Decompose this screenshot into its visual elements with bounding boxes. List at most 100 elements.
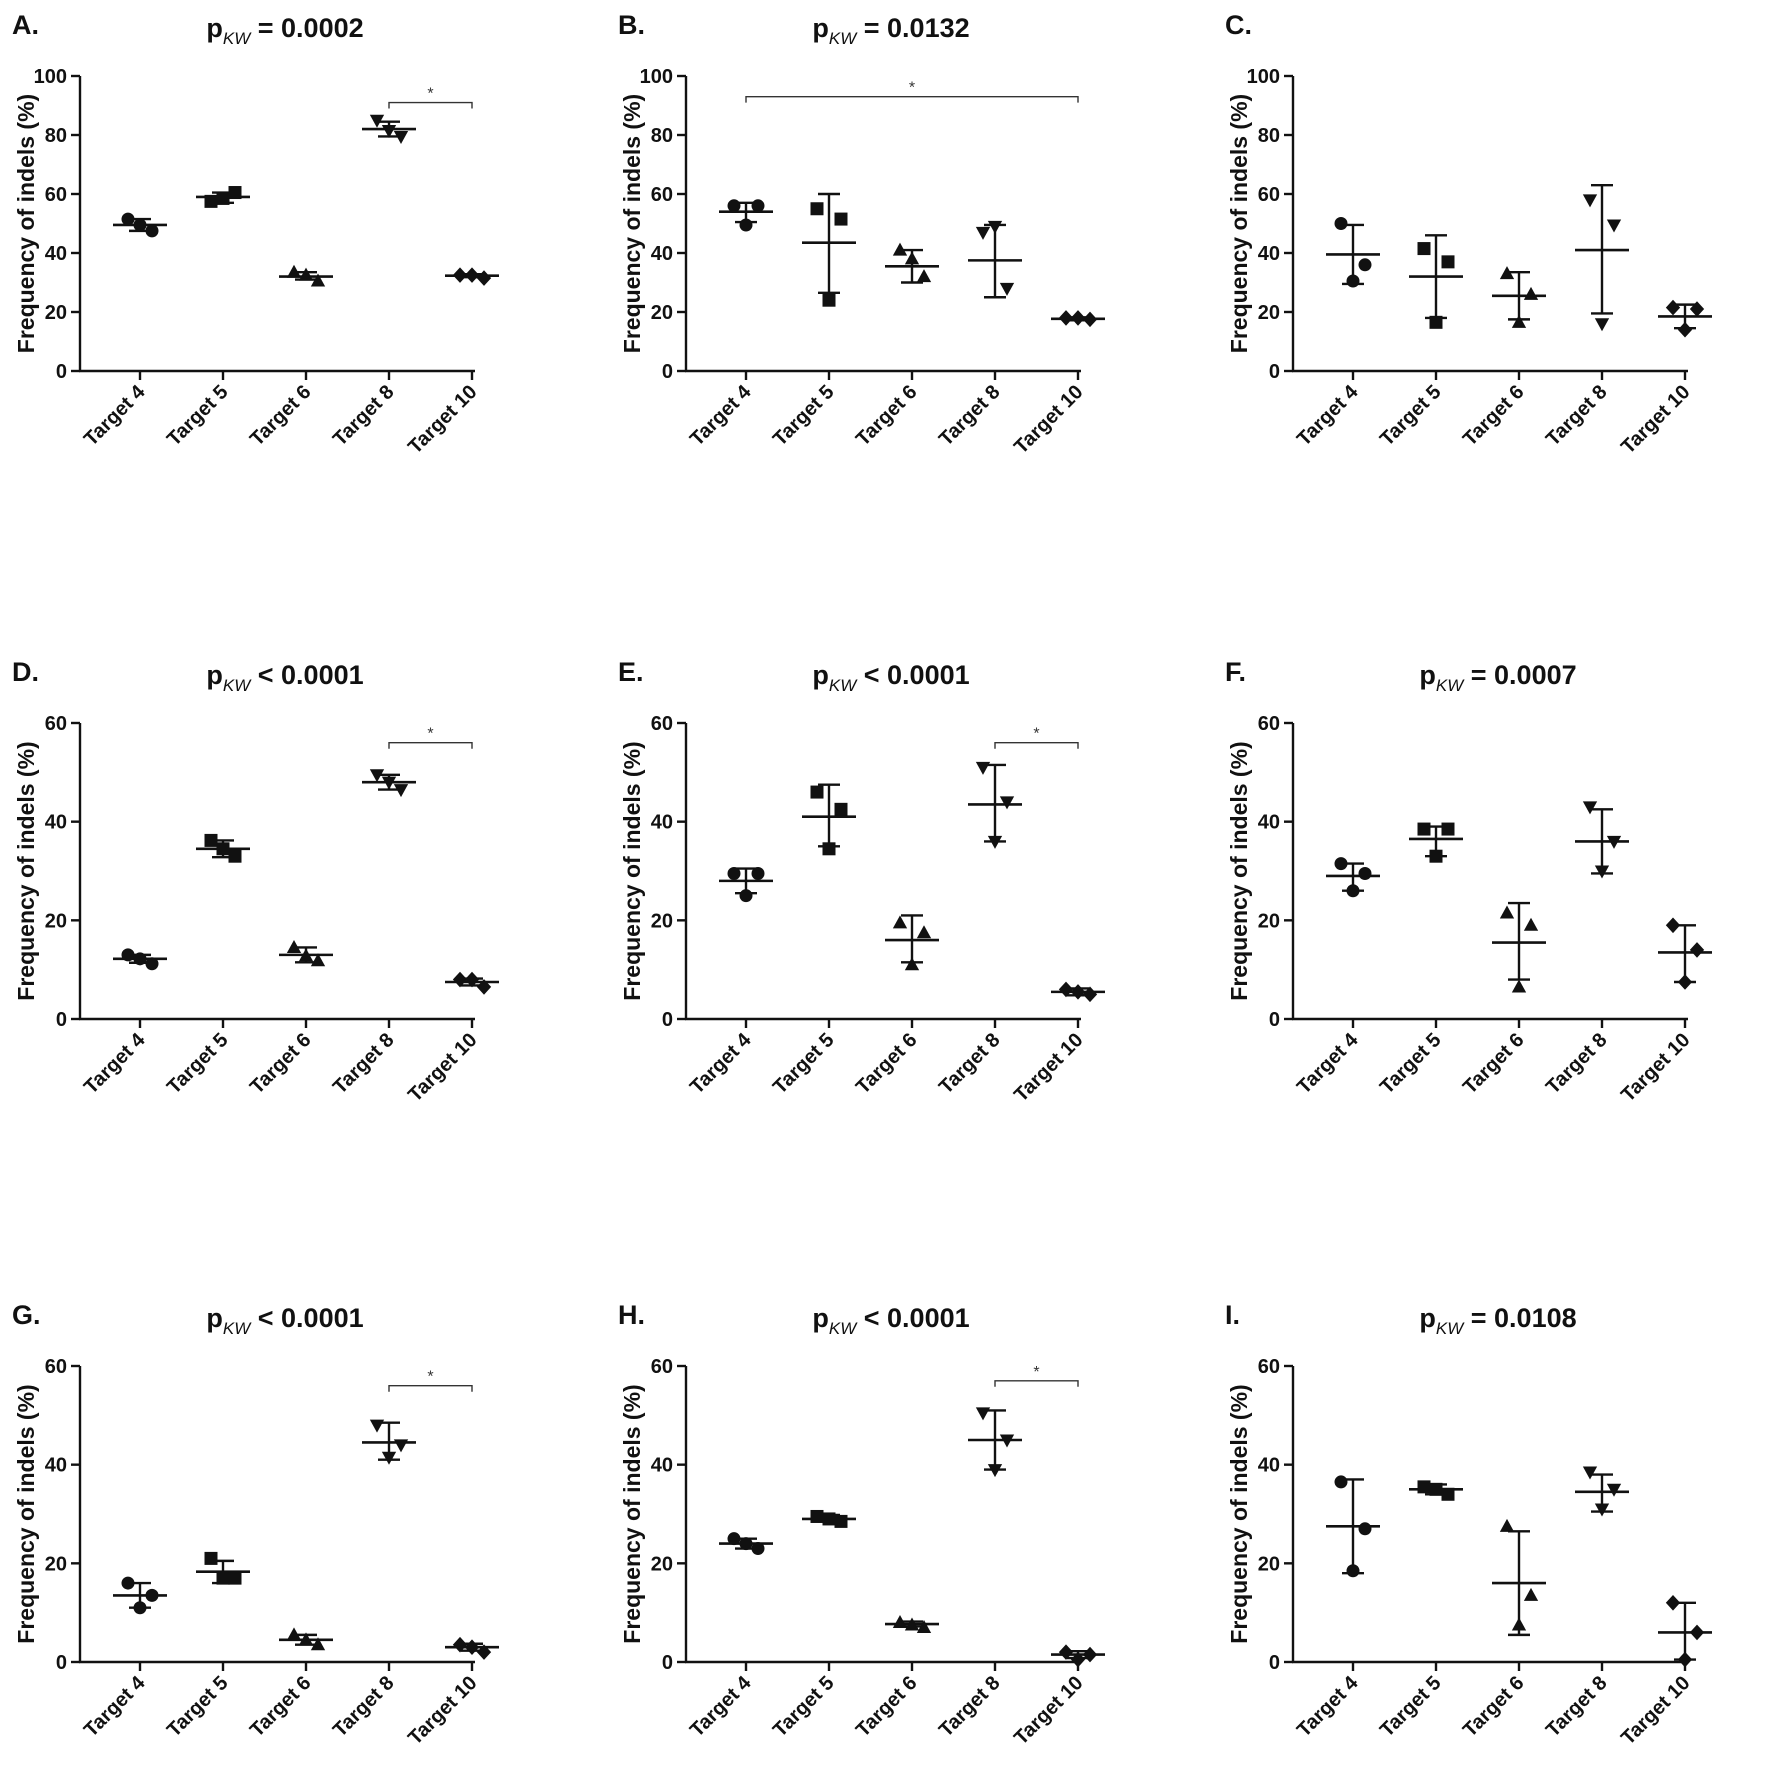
data-point — [1429, 849, 1443, 863]
y-tick-label: 80 — [651, 125, 673, 147]
data-point — [381, 1451, 397, 1465]
panel-letter: I. — [1225, 1300, 1240, 1330]
data-point — [1334, 857, 1348, 871]
data-point — [810, 1509, 824, 1523]
data-point — [1429, 1482, 1443, 1496]
panel-title: pKW < 0.0001 — [206, 660, 363, 695]
data-point — [727, 1532, 741, 1546]
y-tick-label: 0 — [1269, 1009, 1280, 1031]
data-point — [133, 1601, 147, 1615]
data-point — [916, 925, 932, 939]
panel-letter: B. — [618, 10, 645, 40]
data-point — [464, 267, 480, 283]
x-tick-label: Target 4 — [686, 1671, 756, 1741]
panel-letter: D. — [12, 657, 39, 687]
data-point — [987, 835, 1003, 849]
x-tick-label: Target 10 — [1010, 381, 1087, 458]
data-point — [369, 769, 385, 783]
x-tick-label: Target 8 — [1542, 1672, 1612, 1742]
data-point — [298, 1632, 314, 1646]
x-tick-label: Target 10 — [404, 1672, 481, 1749]
x-tick-label: Target 8 — [935, 381, 1005, 451]
data-point — [310, 273, 326, 287]
y-tick-label: 100 — [1247, 66, 1280, 88]
y-axis-label: Frequency of indels (%) — [13, 94, 39, 353]
significance-label: * — [909, 80, 915, 97]
x-tick-label: Target 6 — [852, 1029, 922, 1099]
x-tick-label: Target 8 — [935, 1029, 1005, 1099]
data-point — [452, 971, 468, 988]
y-axis-label: Frequency of indels (%) — [1226, 741, 1252, 1000]
x-tick-label: Target 4 — [1293, 1028, 1363, 1098]
y-tick-label: 40 — [651, 1455, 673, 1477]
data-point — [1582, 1466, 1598, 1480]
panel-b: B. pKW = 0.0132 Frequency of indels (%) 0 20… — [618, 10, 1105, 458]
data-point — [1429, 315, 1443, 329]
y-tick-label: 40 — [651, 812, 673, 834]
data-point — [1441, 1487, 1455, 1501]
x-tick-label: Target 6 — [1459, 381, 1529, 451]
data-point — [904, 1617, 920, 1631]
x-tick-label: Target 5 — [769, 1029, 839, 1099]
y-tick-label: 20 — [45, 910, 67, 932]
data-point — [1058, 981, 1074, 998]
panel-title: pKW < 0.0001 — [812, 660, 969, 695]
panel-letter: E. — [618, 657, 644, 687]
x-tick-label: Target 10 — [1617, 381, 1694, 458]
data-point — [1582, 194, 1598, 208]
y-tick-label: 40 — [45, 1455, 67, 1477]
y-axis-label: Frequency of indels (%) — [619, 741, 645, 1000]
y-tick-label: 0 — [56, 1009, 67, 1031]
data-point — [216, 842, 230, 856]
data-point — [751, 1542, 765, 1556]
data-point — [999, 1434, 1015, 1448]
y-axis-label: Frequency of indels (%) — [13, 1384, 39, 1643]
x-tick-label: Target 5 — [163, 381, 233, 451]
data-point — [1606, 219, 1622, 233]
data-point — [1358, 1522, 1372, 1536]
data-point — [204, 194, 218, 208]
data-point — [892, 242, 908, 256]
data-point — [822, 842, 836, 856]
y-tick-label: 0 — [56, 361, 67, 383]
data-point — [1499, 266, 1515, 280]
panel-d: D. pKW < 0.0001 Frequency of indels (%) 0 20… — [12, 657, 499, 1106]
x-tick-label: Target 10 — [1010, 1029, 1087, 1106]
panel-title: pKW = 0.0007 — [1419, 660, 1576, 695]
panel-c: C. Frequency of indels (%) 0 20 40 60 80 100 Tar… — [1225, 10, 1712, 458]
y-axis-label: Frequency of indels (%) — [619, 94, 645, 353]
data-point — [1058, 1644, 1074, 1660]
data-point — [1070, 984, 1086, 1000]
data-point — [904, 251, 920, 265]
data-point — [1582, 801, 1598, 815]
data-point — [975, 1407, 991, 1421]
data-point — [452, 1636, 468, 1653]
data-point — [975, 226, 991, 240]
data-point — [1606, 835, 1622, 849]
data-point — [476, 979, 492, 995]
y-tick-label: 60 — [45, 1356, 67, 1378]
data-point — [1523, 286, 1539, 300]
data-point — [1523, 1587, 1539, 1601]
data-point — [822, 1512, 836, 1526]
data-point — [381, 776, 397, 790]
x-tick-label: Target 6 — [246, 1672, 316, 1742]
data-point — [739, 889, 753, 903]
x-tick-label: Target 5 — [1376, 1672, 1446, 1742]
y-tick-label: 0 — [662, 1652, 673, 1674]
panel-h: H. pKW < 0.0001 Frequency of indels (%) 0 20… — [618, 1300, 1105, 1749]
data-point — [381, 125, 397, 139]
panel-i: I. pKW = 0.0108 Frequency of indels (%) 0 20… — [1225, 1300, 1712, 1749]
data-point — [834, 212, 848, 226]
data-point — [204, 833, 218, 847]
data-point — [1358, 866, 1372, 880]
data-point — [751, 866, 765, 880]
data-point — [1665, 917, 1681, 934]
data-point — [228, 849, 242, 863]
data-point — [916, 1619, 932, 1633]
data-point — [286, 264, 302, 278]
significance-bracket — [388, 1385, 473, 1392]
y-tick-label: 40 — [45, 812, 67, 834]
x-tick-label: Target 4 — [1293, 380, 1363, 450]
data-point — [834, 1514, 848, 1528]
